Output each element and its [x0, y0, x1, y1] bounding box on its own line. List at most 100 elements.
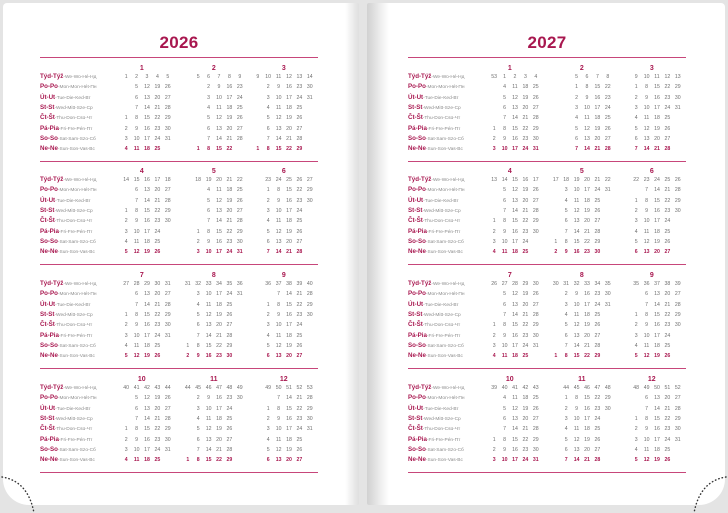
- date: 23: [522, 332, 529, 339]
- date: 23: [296, 197, 303, 204]
- date: 17: [512, 342, 518, 349]
- date: 7: [503, 115, 507, 122]
- row-label-languages: -Fri-Fre-Pén-Пт: [426, 126, 461, 132]
- row-label-languages: -Thu-Don-Csü-Чт: [54, 116, 93, 122]
- week-number: 43: [532, 385, 539, 391]
- date: 24: [594, 187, 601, 194]
- date: 28: [674, 187, 681, 194]
- row-label-languages: -Wed-Mitt-Sze-Ср: [422, 105, 461, 111]
- date: 18: [522, 84, 529, 91]
- date: 2: [196, 395, 200, 402]
- date: 26: [164, 395, 171, 402]
- date: 16: [144, 125, 150, 132]
- row-label: Pá-Pia-Fri-Fre-Pén-Пт: [40, 332, 92, 341]
- row-label-short: So-So: [408, 341, 426, 349]
- sunday-date: 10: [501, 146, 508, 153]
- date: 18: [216, 415, 222, 422]
- date: 15: [286, 187, 292, 194]
- month-number: 12: [279, 376, 288, 383]
- month-number: 9: [281, 272, 286, 279]
- sunday-date: 24: [522, 457, 529, 464]
- date: 21: [664, 405, 671, 412]
- row-label: Út-Ut-Tue-Die-Ked-Вт: [408, 197, 459, 206]
- sunday-date: 22: [216, 457, 222, 464]
- date: 24: [296, 94, 303, 101]
- week-number: 9: [256, 74, 260, 80]
- date: 25: [594, 426, 601, 433]
- row-label-short: Út-Ut: [40, 93, 56, 101]
- row-label-short: So-So: [408, 445, 426, 453]
- date: 9: [585, 94, 589, 101]
- sunday-date: 5: [634, 457, 638, 464]
- date: 25: [664, 115, 671, 122]
- date: 4: [266, 218, 270, 225]
- date: 26: [532, 291, 539, 298]
- week-number: 1: [124, 74, 128, 80]
- week-number: 42: [144, 385, 150, 391]
- date: 21: [286, 135, 292, 142]
- row-label-languages: -Fri-Fre-Pén-Пт: [58, 333, 93, 339]
- row-label-languages: -We-Wo-Hé-Нд: [431, 178, 465, 183]
- date: 9: [277, 197, 281, 204]
- week-number: 17: [552, 177, 559, 183]
- row-label: Ne-Ne-Sun-Son-Vas-Вс: [408, 145, 463, 154]
- date: 3: [207, 94, 211, 101]
- row-label-languages: -Thu-Don-Csü-Чт: [422, 219, 461, 225]
- date: 17: [286, 94, 292, 101]
- date: 17: [654, 436, 660, 443]
- sunday-date: 18: [144, 457, 150, 464]
- row-label-languages: -Thu-Don-Csü-Чт: [422, 323, 461, 329]
- date: 7: [135, 415, 139, 422]
- week-number: 27: [123, 281, 130, 287]
- date: 30: [236, 238, 243, 245]
- week-number: 6: [585, 74, 589, 80]
- date: 9: [645, 322, 649, 329]
- week-number: 50: [275, 385, 282, 391]
- date: 19: [522, 94, 529, 101]
- week-number: 10: [643, 74, 650, 80]
- date: 27: [664, 135, 671, 142]
- row-label: St-St-Wed-Mitt-Sze-Ср: [40, 104, 93, 113]
- sunday-date: 5: [124, 353, 128, 360]
- date: 23: [296, 415, 303, 422]
- date: 12: [512, 405, 518, 412]
- date: 14: [144, 197, 150, 204]
- row-label: Ne-Ne-Sun-Son-Vas-Вс: [40, 352, 95, 361]
- sunday-date: 10: [205, 249, 212, 256]
- sunday-date: 10: [501, 457, 508, 464]
- row-label: Po-Po-Mon-Mon-Hét-Пн: [408, 394, 465, 403]
- date: 18: [226, 104, 233, 111]
- week-number: 35: [604, 281, 611, 287]
- sunday-date: 26: [154, 353, 161, 360]
- date: 30: [236, 395, 243, 402]
- date: 23: [522, 135, 529, 142]
- week-number: 20: [216, 177, 222, 183]
- date: 1: [124, 115, 128, 122]
- date: 5: [575, 125, 579, 132]
- sunday-date: 21: [594, 146, 601, 153]
- date: 25: [226, 301, 233, 308]
- date: 9: [135, 322, 139, 329]
- row-label-short: St-St: [40, 310, 55, 318]
- date: 29: [306, 405, 313, 412]
- date: 22: [296, 187, 303, 194]
- sunday-date: 15: [275, 146, 282, 153]
- date: 25: [296, 104, 303, 111]
- date: 21: [226, 135, 233, 142]
- week-number: 12: [286, 74, 292, 80]
- row-label-languages: -Mon-Mon-Hét-Пн: [57, 292, 97, 298]
- week-number: 13: [674, 74, 681, 80]
- sunday-date: 20: [654, 249, 660, 256]
- date: 4: [575, 115, 579, 122]
- date: 1: [634, 197, 638, 204]
- date: 27: [594, 332, 601, 339]
- date: 18: [144, 342, 150, 349]
- date: 5: [503, 187, 507, 194]
- row-label: So-So-Sat-Sam-Szo-Сб: [408, 238, 464, 247]
- date: 6: [266, 238, 270, 245]
- date: 23: [604, 94, 611, 101]
- row-label-languages: -We-Wo-Hé-Нд: [63, 178, 97, 183]
- sunday-date: 13: [643, 249, 650, 256]
- date: 6: [135, 187, 139, 194]
- week-number: 5: [575, 74, 579, 80]
